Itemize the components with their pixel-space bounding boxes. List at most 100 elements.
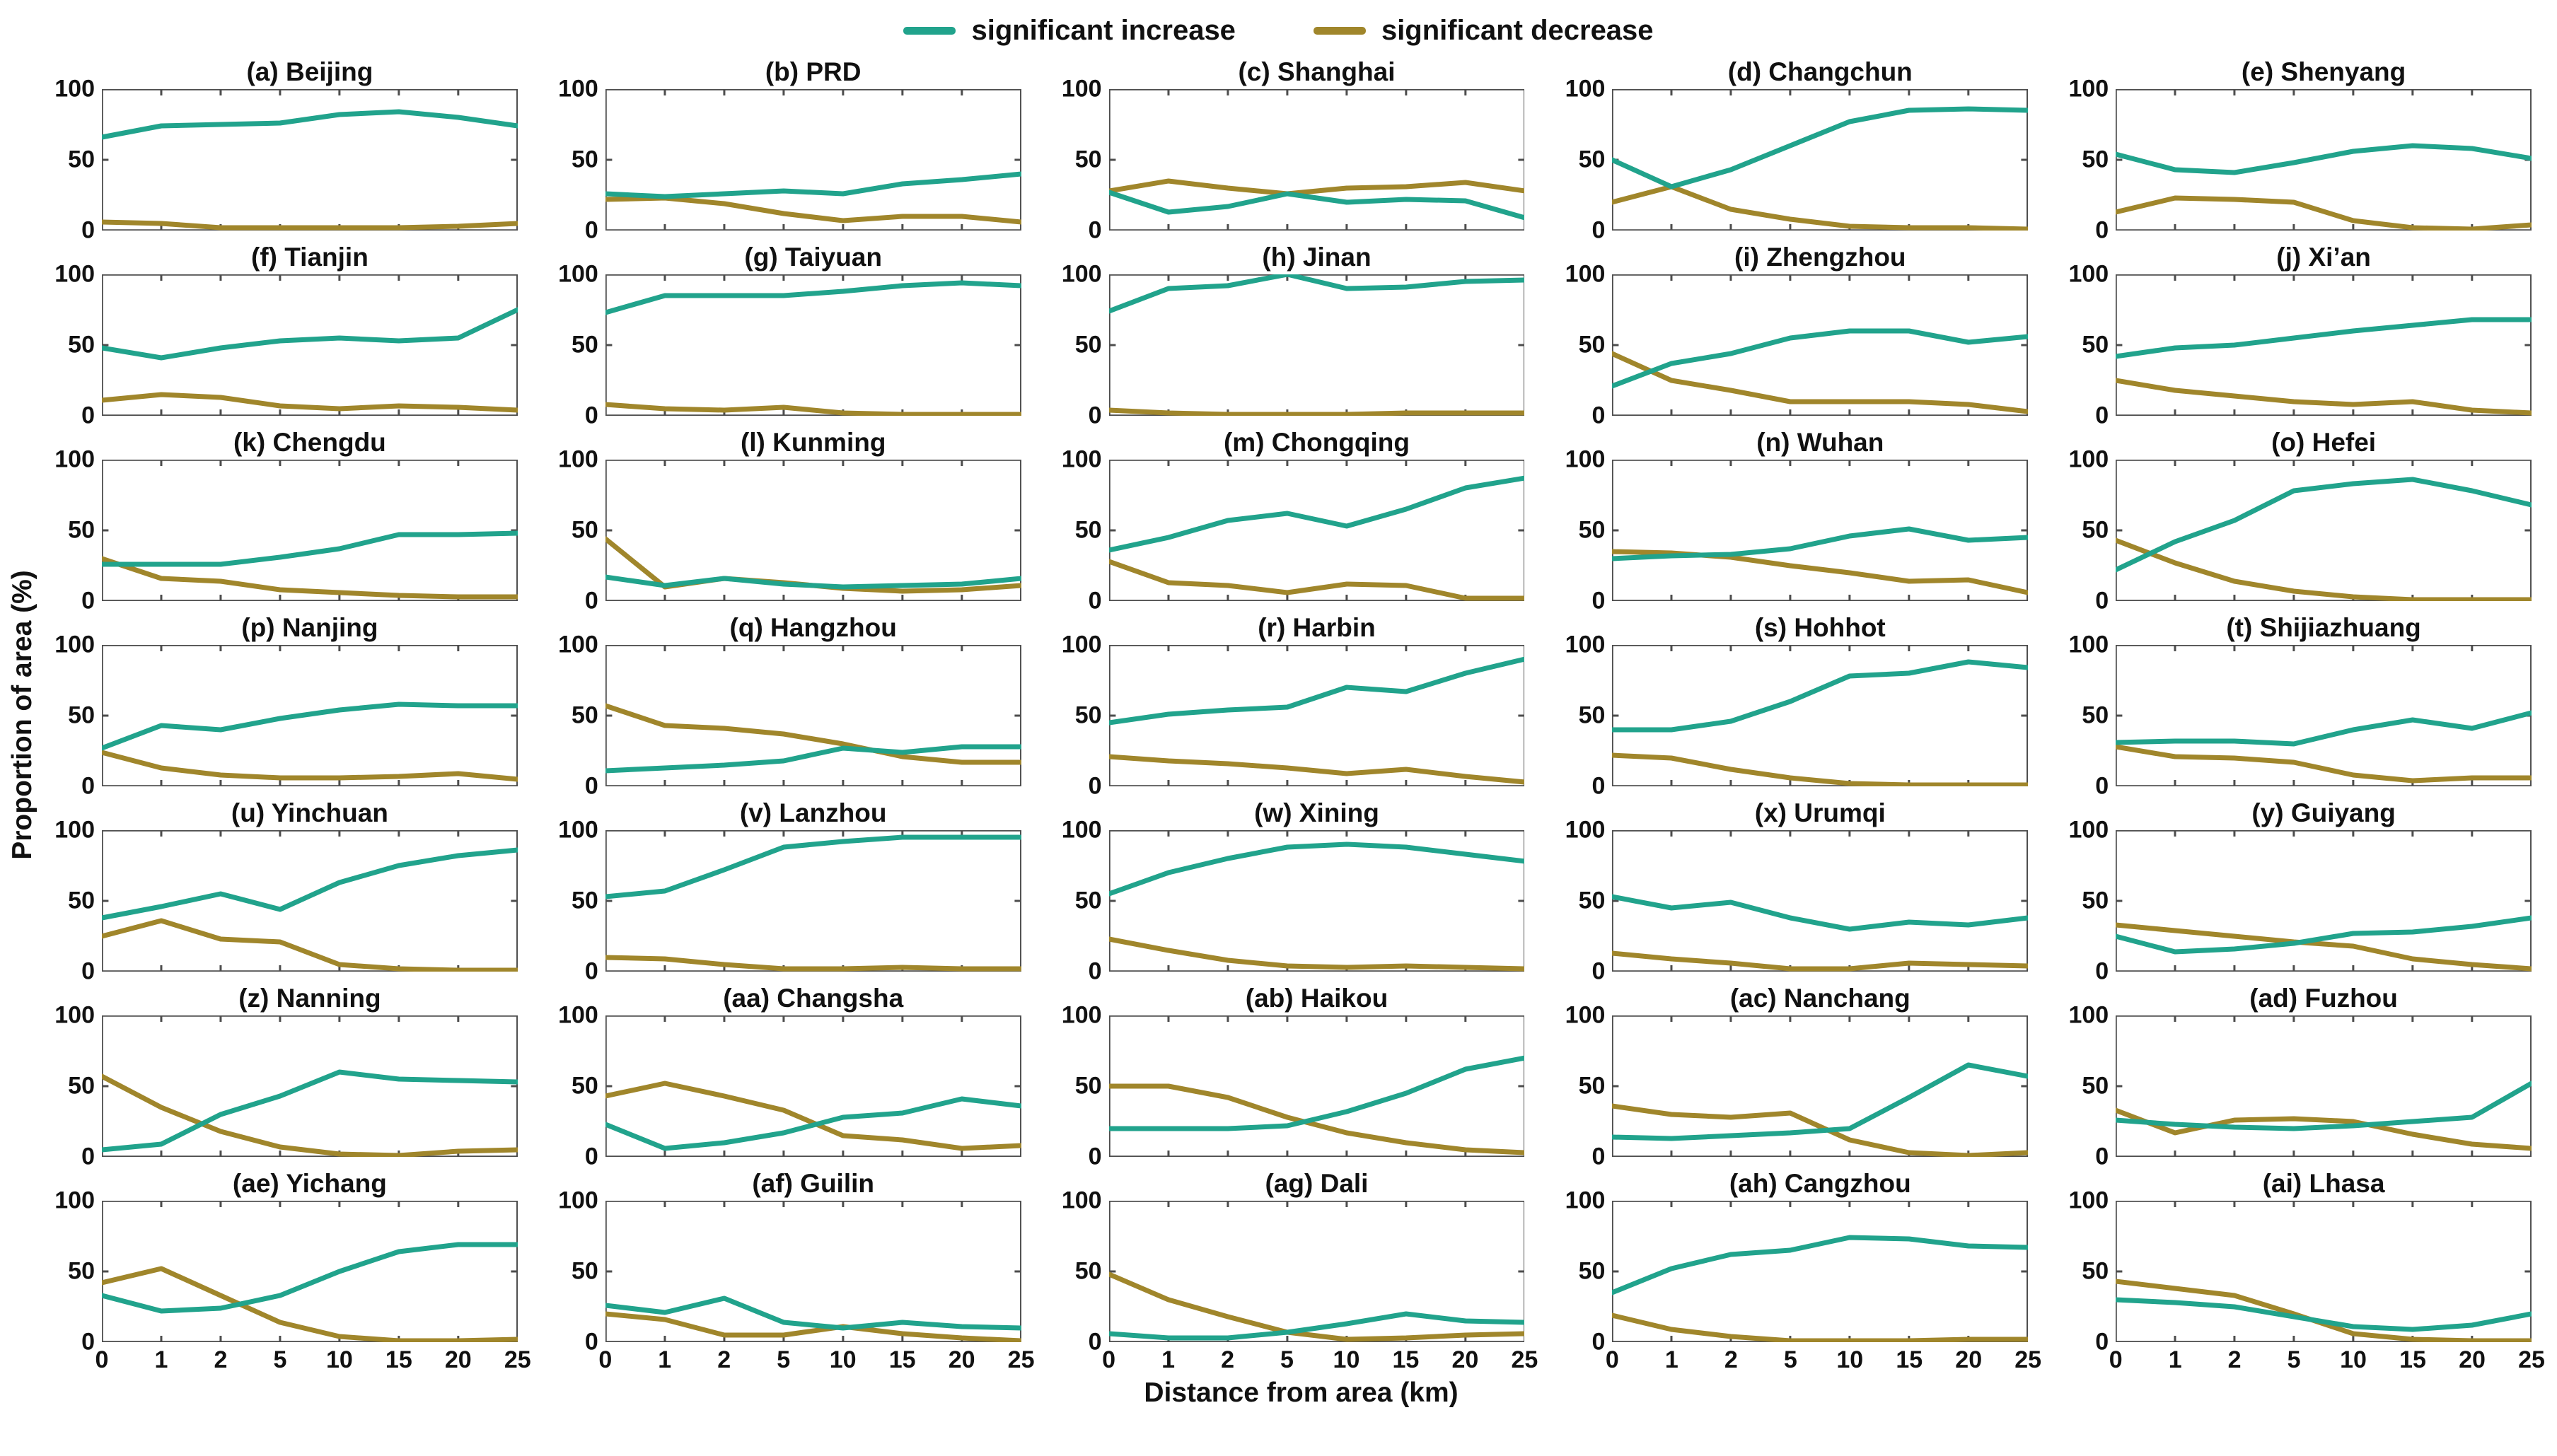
x-tick-label: 2 [2227,1346,2242,1373]
tick-marks [605,645,1021,786]
subplot-title: (n) Wuhan [1756,428,1884,457]
y-tick-label: 0 [81,587,95,615]
subplot--h-jinan: (h) Jinan 100 50 0 [1053,240,1525,429]
x-tick-label: 2 [1724,1346,1738,1373]
line-significant-decrease [1109,757,1525,782]
y-tick-labels: 100 50 0 [1053,1187,1109,1356]
axes-box [102,89,518,231]
y-tick-labels: 100 50 0 [2059,1002,2116,1170]
axes-box [605,89,1021,231]
y-tick-labels: 100 50 0 [1555,817,1612,985]
y-tick-label: 50 [571,331,598,359]
legend: significant increase significant decreas… [0,10,2557,51]
subplot--d-changchun: (d) Changchun 100 50 0 [1555,55,2028,244]
axes-box [1109,274,1525,416]
y-tick-label: 50 [1578,887,1606,914]
y-tick-label: 100 [1565,1187,1606,1214]
y-tick-label: 100 [54,445,95,473]
x-tick-label: 15 [1896,1346,1923,1373]
line-significant-increase [1109,659,1525,723]
line-significant-decrease [2116,1281,2532,1341]
y-tick-label: 100 [1061,445,1102,473]
y-tick-label: 0 [2095,1143,2109,1170]
subplot-title: (a) Beijing [246,57,373,86]
x-tick-labels: 0 1 2 5 10 15 20 25 [2109,1342,2545,1375]
x-tick-labels: 0 1 2 5 10 15 20 25 [598,1342,1034,1375]
subplot-canvas [2116,460,2532,601]
y-tick-labels: 100 50 0 [45,631,102,800]
plot-area [102,89,518,231]
tick-marks [605,89,1021,231]
subplot-canvas [1109,1015,1525,1157]
x-tick-label: 5 [2287,1346,2301,1373]
x-tick-label: 0 [2109,1346,2123,1373]
line-significant-increase [1612,662,2028,730]
y-tick-label: 50 [571,516,598,544]
x-tick-labels: 0 1 2 5 10 15 20 25 [95,1342,531,1375]
figure-body: Proportion of area (%) (a) Beijing 100 50 0… [0,55,2557,1375]
subplot--q-hangzhou: (q) Hangzhou 100 50 0 [549,611,1021,800]
y-tick-label: 50 [2082,331,2109,359]
y-tick-label: 0 [584,957,598,985]
x-tick-label: 10 [1836,1346,1864,1373]
plot-area [102,1015,518,1157]
subplot--r-harbin: (r) Harbin 100 50 0 [1053,611,1525,800]
subplot-canvas [2116,1015,2532,1157]
line-significant-increase [102,310,518,358]
subplot-canvas [605,1015,1021,1157]
plot-area [1109,89,1525,231]
y-tick-label: 0 [1591,772,1606,800]
y-tick-label: 50 [68,887,95,914]
subplot-canvas [1612,1201,2028,1342]
legend-item-significant-decrease: significant decrease [1313,15,1654,47]
line-significant-increase [2116,713,2532,744]
subplot--ab-haikou: (ab) Haikou 100 50 0 [1053,982,1525,1170]
y-tick-label: 0 [1088,216,1102,244]
y-tick-label: 100 [1565,816,1606,844]
line-significant-increase [1612,529,2028,559]
y-tick-label: 100 [2068,445,2109,473]
subplot--v-lanzhou: (v) Lanzhou 100 50 0 [549,796,1021,985]
line-significant-increase [605,1298,1021,1328]
subplot-canvas [2116,830,2532,972]
y-tick-label: 0 [1591,587,1606,615]
subplot--af-guilin: (af) Guilin 100 50 0 0 1 2 5 10 15 20 25 [549,1167,1034,1375]
x-tick-label: 0 [598,1346,613,1373]
subplot-canvas [605,460,1021,601]
line-significant-decrease [2116,925,2532,969]
subplot-canvas [605,645,1021,786]
y-tick-label: 100 [1565,260,1606,288]
y-tick-labels: 100 50 0 [45,446,102,615]
line-significant-increase [102,533,518,564]
line-significant-increase [605,577,1021,587]
y-tick-labels: 100 50 0 [1555,631,1612,800]
line-significant-decrease [605,1083,1021,1148]
line-significant-increase [102,850,518,918]
y-tick-label: 100 [2068,1187,2109,1214]
line-significant-decrease [102,752,518,779]
y-tick-label: 50 [571,701,598,729]
y-tick-label: 50 [2082,516,2109,544]
subplot--ag-dali: (ag) Dali 100 50 0 0 1 2 5 10 15 20 25 [1053,1167,1538,1375]
subplot-canvas [605,1201,1021,1342]
y-tick-label: 100 [558,75,598,103]
y-tick-label: 50 [1578,1257,1606,1285]
x-tick-label: 1 [658,1346,672,1373]
tick-marks [102,1201,518,1342]
tick-marks [2116,460,2532,601]
y-tick-label: 50 [571,1072,598,1100]
plot-area [2116,1015,2532,1157]
x-tick-label: 0 [95,1346,109,1373]
line-significant-decrease [2116,1110,2532,1148]
subplot-canvas [1109,1201,1525,1342]
tick-marks [605,460,1021,601]
subplot--y-guiyang: (y) Guiyang 100 50 0 [2059,796,2532,985]
plot-area [1109,274,1525,416]
tick-marks [1612,1015,2028,1157]
subplot--z-nanning: (z) Nanning 100 50 0 [45,982,518,1170]
subplot--b-prd: (b) PRD 100 50 0 [549,55,1021,244]
y-tick-label: 100 [1061,631,1102,658]
subplot--x-urumqi: (x) Urumqi 100 50 0 [1555,796,2028,985]
subplot-title: (y) Guiyang [2251,798,2396,827]
line-significant-decrease [2116,198,2532,229]
